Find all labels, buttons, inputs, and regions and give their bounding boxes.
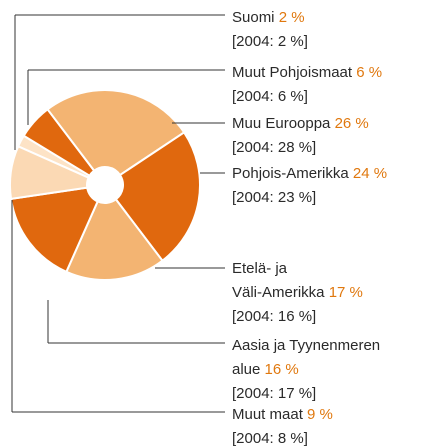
prev-year-label: [2004: 28 %] bbox=[232, 139, 316, 156]
category-name: Aasia ja Tyynenmeren bbox=[232, 337, 380, 354]
slice-label: Väli-Amerikka 17 % bbox=[232, 284, 363, 301]
value-label: 26 % bbox=[335, 115, 369, 132]
prev-year-label: [2004: 16 %] bbox=[232, 308, 316, 325]
value-label: 6 % bbox=[356, 64, 382, 81]
value-label: 9 % bbox=[307, 406, 333, 423]
value-label: 24 % bbox=[353, 165, 387, 182]
pie-slice bbox=[9, 186, 99, 274]
prev-year-label: [2004: 2 %] bbox=[232, 33, 308, 50]
slice-label: Etelä- ja bbox=[232, 260, 288, 277]
slice-label: alue 16 % bbox=[232, 361, 299, 378]
category-name: Suomi bbox=[232, 9, 275, 26]
value-label: 2 % bbox=[279, 9, 305, 26]
slice-label: Aasia ja Tyynenmeren bbox=[232, 337, 380, 354]
slice-label: Muu Eurooppa 26 % bbox=[232, 115, 369, 132]
category-name: alue bbox=[232, 361, 260, 378]
prev-year-label: [2004: 23 %] bbox=[232, 189, 316, 206]
slice-label: Suomi 2 % bbox=[232, 9, 305, 26]
category-name: Muu Eurooppa bbox=[232, 115, 331, 132]
slice-label: Pohjois-Amerikka 24 % bbox=[232, 165, 387, 182]
category-name: Pohjois-Amerikka bbox=[232, 165, 349, 182]
category-name: Väli-Amerikka bbox=[232, 284, 325, 301]
prev-year-label: [2004: 6 %] bbox=[232, 88, 308, 105]
category-name: Muut Pohjoismaat bbox=[232, 64, 353, 81]
prev-year-label: [2004: 17 %] bbox=[232, 385, 316, 402]
pie-slice bbox=[46, 89, 186, 177]
category-name: Etelä- ja bbox=[232, 260, 288, 277]
pie-slice bbox=[9, 145, 90, 201]
slice-label: Muut maat 9 % bbox=[232, 406, 333, 423]
prev-year-label: [2004: 8 %] bbox=[232, 430, 308, 447]
slice-label: Muut Pohjoismaat 6 % bbox=[232, 64, 382, 81]
value-label: 17 % bbox=[329, 284, 363, 301]
category-name: Muut maat bbox=[232, 406, 304, 423]
value-label: 16 % bbox=[265, 361, 299, 378]
pie-slice bbox=[114, 131, 201, 263]
